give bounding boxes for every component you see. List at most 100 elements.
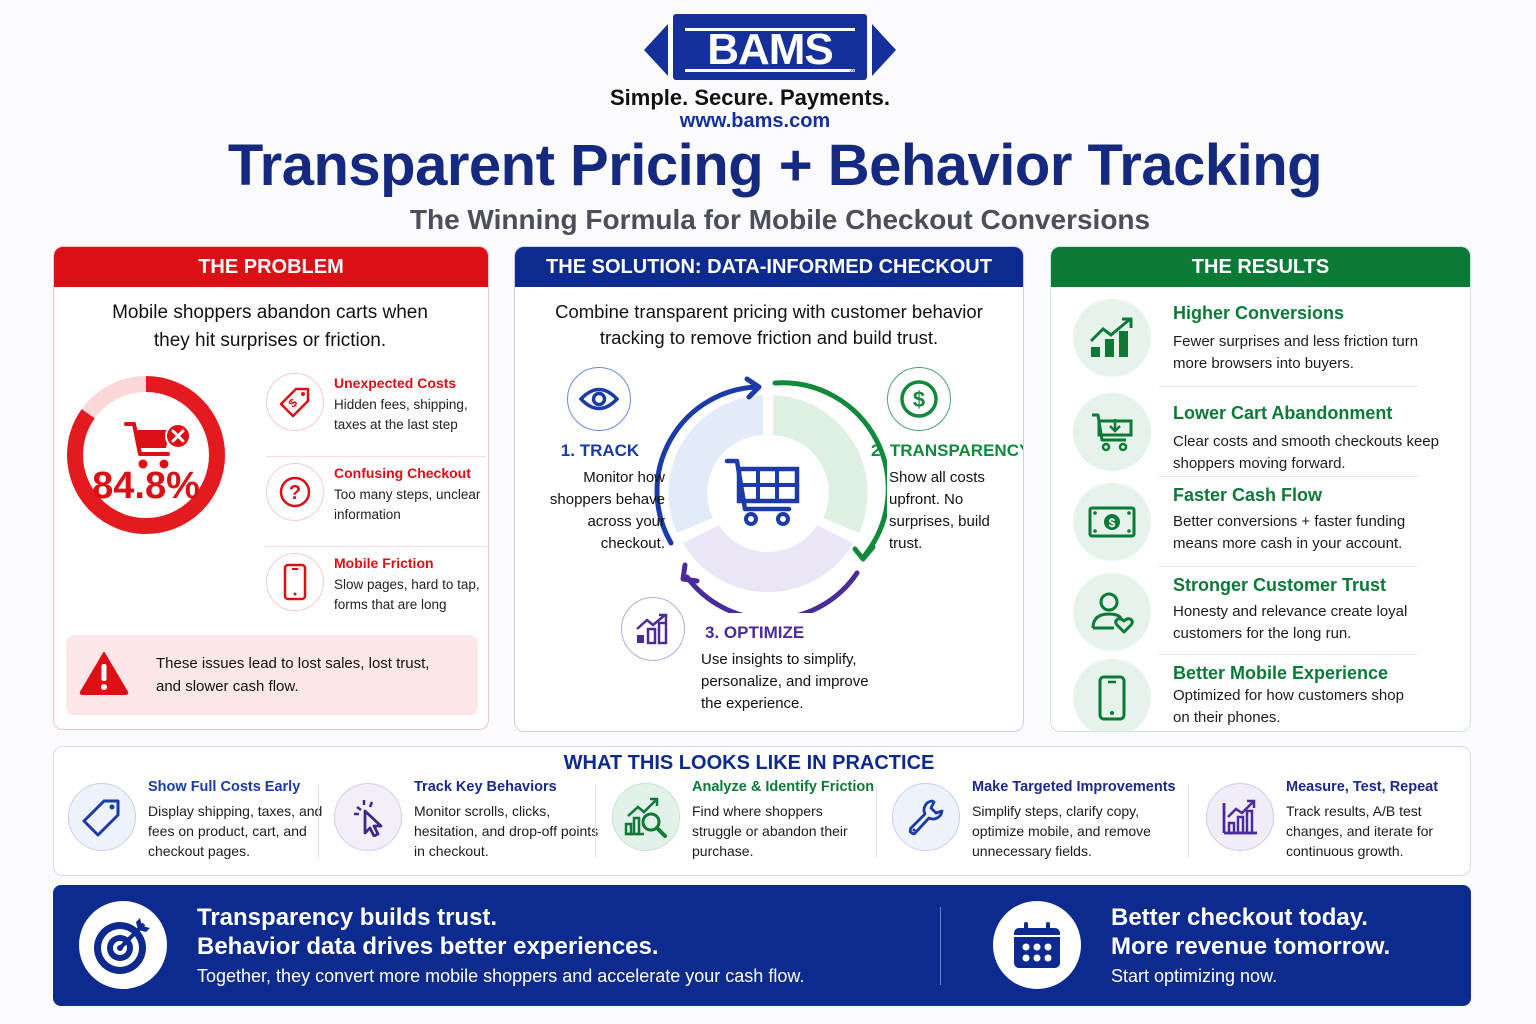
practice-title: Make Targeted Improvements bbox=[972, 779, 1176, 795]
problem-intro: Mobile shoppers abandon carts when they … bbox=[112, 302, 428, 351]
step-track: 1. TRACK Monitor how shoppers behave acr… bbox=[535, 367, 665, 555]
cash-icon: $ bbox=[1073, 483, 1151, 561]
question-icon: ? bbox=[266, 463, 324, 521]
solution-heading: THE SOLUTION: DATA-INFORMED CHECKOUT bbox=[515, 247, 1023, 287]
abandonment-donut: 84.8% bbox=[66, 375, 226, 535]
website-link[interactable]: www.bams.com bbox=[679, 110, 831, 132]
practice-desc: Find where shoppers struggle or abandon … bbox=[692, 803, 848, 859]
result-item: Better Mobile Experience Optimized for h… bbox=[1051, 655, 1470, 731]
shopping-cart-icon bbox=[724, 458, 800, 526]
alert-text: These issues lead to lost sales, lost tr… bbox=[156, 655, 430, 695]
step-desc: Monitor how shoppers behave across your … bbox=[549, 469, 665, 552]
tag-icon bbox=[68, 783, 136, 851]
divider bbox=[1188, 785, 1189, 859]
bams-logo: BAMS bbox=[640, 8, 900, 84]
problem-item: $ Unexpected Costs Hidden fees, shipping… bbox=[266, 367, 486, 457]
svg-text:$: $ bbox=[286, 396, 301, 411]
smartphone-icon bbox=[266, 553, 324, 611]
result-title: Lower Cart Abandonment bbox=[1173, 403, 1393, 423]
problem-heading: THE PROBLEM bbox=[54, 247, 488, 287]
start-optimizing-cta: Start optimizing now. bbox=[1111, 966, 1278, 986]
result-desc: Clear costs and smooth checkouts keep sh… bbox=[1173, 433, 1439, 472]
wrench-icon bbox=[892, 783, 960, 851]
problem-item: Mobile Friction Slow pages, hard to tap,… bbox=[266, 547, 486, 637]
divider bbox=[1159, 566, 1418, 567]
registered-mark: ® bbox=[850, 66, 859, 80]
step-title: 3. OPTIMIZE bbox=[705, 623, 805, 642]
result-desc: Better conversions + faster funding mean… bbox=[1173, 513, 1406, 552]
result-item: $ Faster Cash Flow Better conversions + … bbox=[1051, 477, 1470, 567]
step-title: 1. TRACK bbox=[560, 441, 640, 460]
result-title: Stronger Customer Trust bbox=[1173, 575, 1387, 595]
results-heading: THE RESULTS bbox=[1051, 247, 1470, 287]
eye-icon bbox=[567, 367, 631, 431]
problem-item-title: Confusing Checkout bbox=[334, 465, 471, 481]
target-icon bbox=[79, 901, 167, 989]
growth-chart-icon bbox=[621, 597, 685, 661]
problem-item-title: Mobile Friction bbox=[334, 555, 434, 571]
calendar-icon bbox=[993, 901, 1081, 989]
practice-title: Show Full Costs Early bbox=[148, 779, 301, 795]
step-desc: Show all costs upfront. No surprises, bu… bbox=[889, 469, 990, 552]
divider bbox=[1159, 654, 1418, 655]
problem-item-desc: Too many steps, unclear information bbox=[334, 487, 481, 522]
result-item: Stronger Customer Trust Honesty and rele… bbox=[1051, 567, 1470, 655]
cart-x-icon bbox=[124, 420, 192, 481]
svg-text:$: $ bbox=[913, 387, 925, 412]
step-transparency: $ 2. TRANSPARENCY Show all costs upfront… bbox=[871, 367, 1024, 555]
step-title: 2. TRANSPARENCY bbox=[871, 441, 1024, 460]
banner-headline: More revenue tomorrow. bbox=[1111, 933, 1391, 960]
result-title: Faster Cash Flow bbox=[1173, 485, 1323, 505]
practice-title: Analyze & Identify Friction bbox=[692, 779, 875, 795]
problem-alert: These issues lead to lost sales, lost tr… bbox=[66, 635, 478, 715]
user-heart-icon bbox=[1073, 573, 1151, 651]
solution-panel: THE SOLUTION: DATA-INFORMED CHECKOUT Com… bbox=[514, 246, 1024, 732]
price-tag-icon: $ bbox=[266, 373, 324, 431]
result-desc: Fewer surprises and less friction turn m… bbox=[1173, 333, 1419, 372]
result-item: Lower Cart Abandonment Clear costs and s… bbox=[1051, 387, 1470, 477]
cart-add-icon bbox=[1073, 393, 1151, 471]
page-subtitle: The Winning Formula for Mobile Checkout … bbox=[409, 204, 1151, 235]
problem-item-desc: Hidden fees, shipping, taxes at the last… bbox=[334, 397, 468, 432]
result-desc: Optimized for how customers shop on thei… bbox=[1173, 687, 1404, 726]
abandonment-rate: 84.8% bbox=[92, 465, 200, 507]
practice-desc: Display shipping, taxes, and fees on pro… bbox=[148, 803, 323, 859]
practice-desc: Track results, A/B test changes, and ite… bbox=[1286, 803, 1434, 859]
banner-subtext: Together, they convert more mobile shopp… bbox=[197, 966, 805, 986]
dollar-icon: $ bbox=[887, 367, 951, 431]
problem-panel: THE PROBLEM Mobile shoppers abandon cart… bbox=[53, 246, 489, 730]
practice-title: Track Key Behaviors bbox=[414, 779, 557, 795]
result-desc: Honesty and relevance create loyal custo… bbox=[1173, 603, 1408, 642]
page-title: Transparent Pricing + Behavior Tracking bbox=[227, 133, 1323, 198]
result-title: Higher Conversions bbox=[1173, 303, 1345, 323]
logo-arrow-left bbox=[644, 24, 668, 76]
divider bbox=[595, 785, 596, 859]
divider bbox=[940, 907, 941, 985]
smartphone-icon bbox=[1073, 659, 1151, 731]
divider bbox=[1159, 386, 1418, 387]
logo-arrow-right bbox=[872, 24, 896, 76]
practice-desc: Simplify steps, clarify copy, optimize m… bbox=[972, 803, 1151, 859]
result-item: Higher Conversions Fewer surprises and l… bbox=[1051, 287, 1470, 387]
banner-headline: Better checkout today. bbox=[1111, 904, 1368, 931]
donut-ring bbox=[67, 376, 225, 534]
svg-text:?: ? bbox=[289, 482, 301, 504]
solution-intro: Combine transparent pricing with custome… bbox=[555, 301, 983, 348]
bar-chart-up-icon bbox=[1073, 299, 1151, 377]
divider bbox=[1159, 476, 1418, 477]
problem-list: $ Unexpected Costs Hidden fees, shipping… bbox=[266, 367, 486, 637]
step-desc: Use insights to simplify, personalize, a… bbox=[701, 651, 869, 712]
chart-magnifier-icon bbox=[612, 783, 680, 851]
result-title: Better Mobile Experience bbox=[1173, 663, 1389, 683]
problem-item-title: Unexpected Costs bbox=[334, 375, 457, 391]
practice-section: WHAT THIS LOOKS LIKE IN PRACTICE Show Fu… bbox=[53, 746, 1471, 876]
banner-right-text: Better checkout today. More revenue tomo… bbox=[1111, 903, 1390, 987]
cycle-diagram bbox=[654, 376, 891, 622]
results-list: Higher Conversions Fewer surprises and l… bbox=[1051, 287, 1470, 731]
warning-icon bbox=[78, 650, 130, 701]
bottom-banner: Transparency builds trust. Behavior data… bbox=[53, 885, 1471, 1006]
banner-headline: Behavior data drives better experiences. bbox=[197, 933, 659, 960]
divider bbox=[876, 785, 877, 859]
banner-headline: Transparency builds trust. bbox=[197, 904, 498, 931]
practice-desc: Monitor scrolls, clicks, hesitation, and… bbox=[414, 803, 599, 859]
